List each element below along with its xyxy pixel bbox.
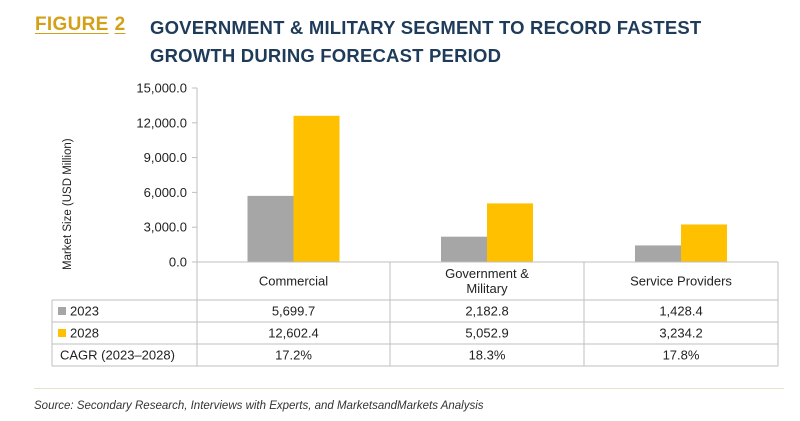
data-value-label: 17.2% [275,348,312,363]
legend-key-2028 [58,329,66,337]
x-category-label: Service Providers [630,274,732,289]
data-table: Commercial Government &Military Service Pr… [51,261,779,367]
row-label: CAGR (2023–2028) [60,348,175,363]
data-value-label: 18.3% [469,348,506,363]
figure-word: FIGURE [35,14,109,35]
legend-key-2023 [58,307,66,315]
row-label: 2028 [70,326,99,341]
footer-divider [34,388,784,389]
source-note: Source: Secondary Research, Interviews w… [34,400,484,412]
y-tick-label: 0.0 [169,255,187,270]
bar-2028-2 [681,224,727,262]
bar-2023-2 [635,245,681,262]
y-tick-label: 3,000.0 [144,220,187,235]
axis-layer: 0.0 3,000.0 6,000.0 9,000.0 12,000.0 15,000.0 [136,81,198,270]
y-tick-label: 6,000.0 [144,185,187,200]
bar-2023-0 [247,195,294,262]
data-value-label: 5,699.7 [272,304,315,319]
data-value-label: 5,052.9 [465,326,508,341]
data-value-label: 17.8% [663,348,700,363]
bar-2028-1 [487,203,533,262]
x-category-label: Military [466,281,508,296]
data-value-label: 12,602.4 [268,326,319,341]
y-tick-label: 12,000.0 [136,115,187,130]
figure-label: FIGURE 2 [35,14,125,36]
figure-number: 2 [114,14,126,35]
page-title: GOVERNMENT & MILITARY SEGMENT TO RECORD … [150,17,702,66]
bar-2023-1 [441,236,487,262]
y-tick-label: 9,000.0 [144,150,187,165]
data-value-label: 2,182.8 [465,304,508,319]
data-value-label: 1,428.4 [659,304,702,319]
bar-2028-0 [293,115,340,262]
data-value-label: 3,234.2 [659,326,702,341]
bar-layer [247,115,727,262]
x-category-label: Government & [445,266,529,281]
x-category-label: Commercial [259,274,328,289]
row-label: 2023 [70,304,99,319]
y-tick-label: 15,000.0 [136,81,187,96]
